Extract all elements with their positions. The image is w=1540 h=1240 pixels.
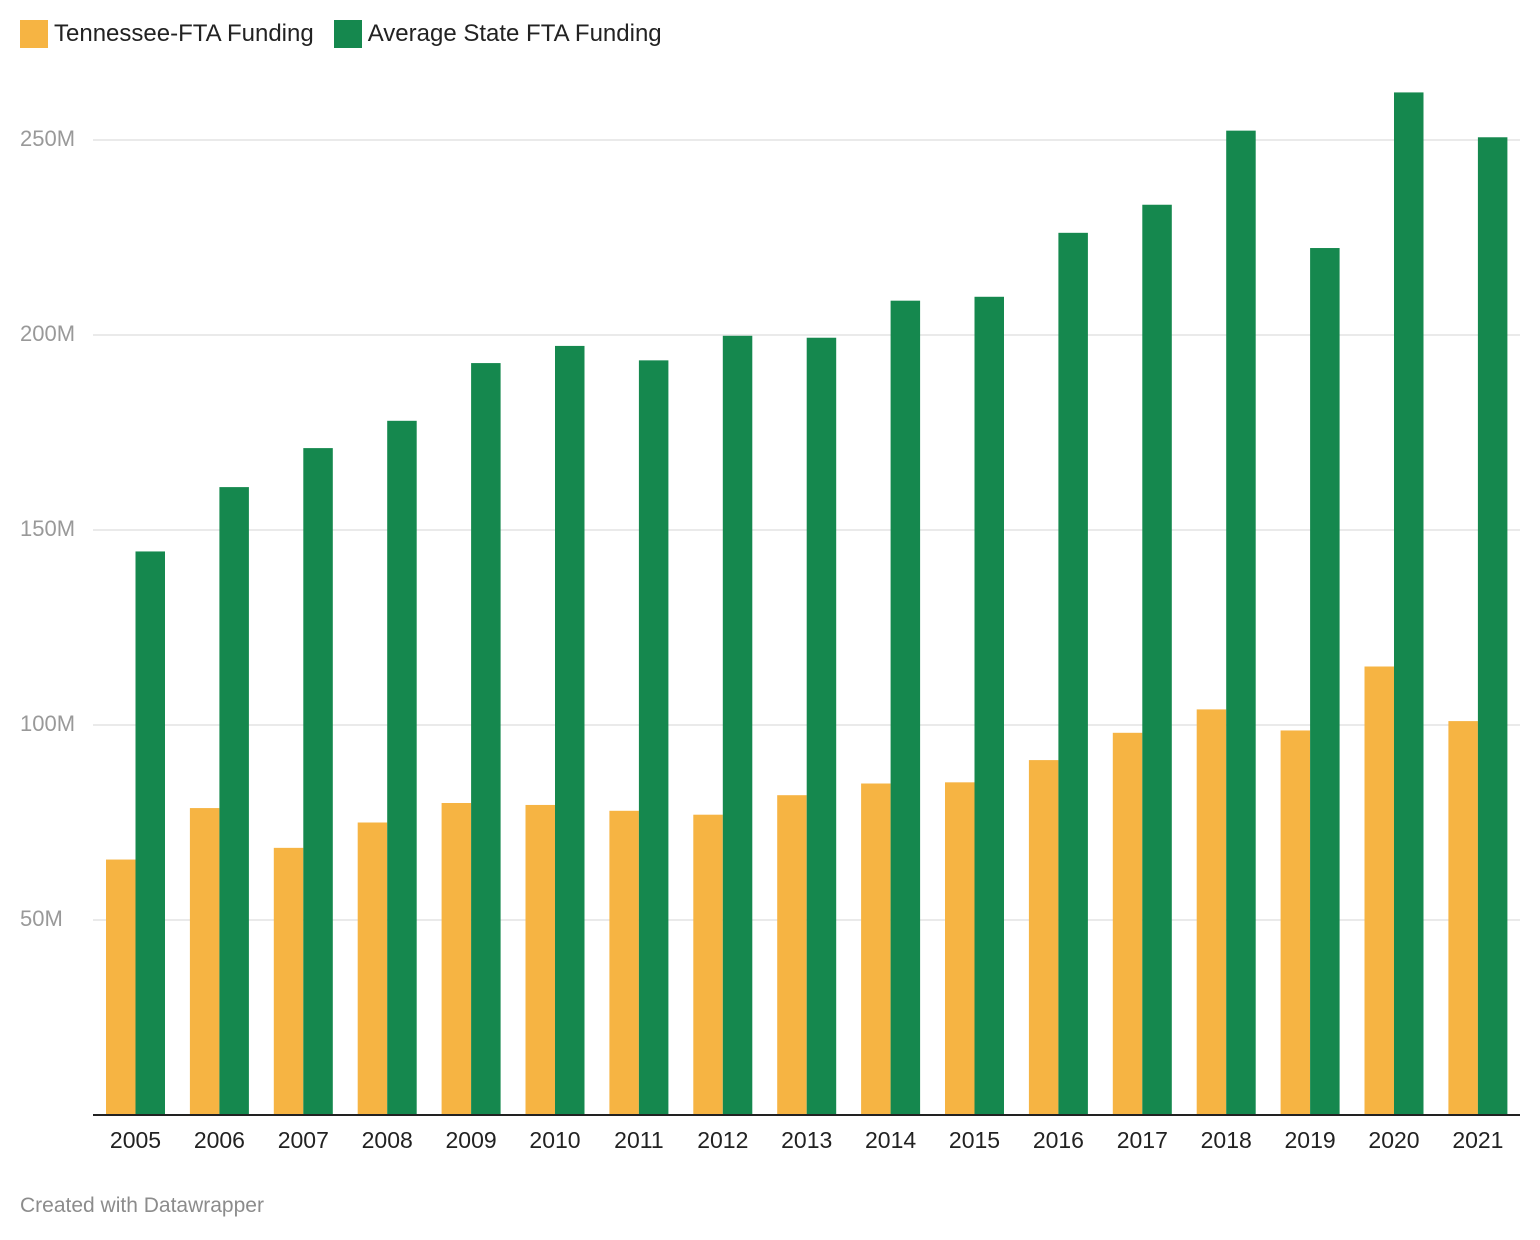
- x-tick-label-2015: 2015: [949, 1127, 1000, 1153]
- bar-tennessee-2021: [1448, 721, 1478, 1115]
- x-tick-label-2013: 2013: [781, 1127, 832, 1153]
- bar-average-state-2019: [1310, 248, 1340, 1115]
- bar-tennessee-2016: [1028, 760, 1059, 1115]
- x-tick-label-2006: 2006: [194, 1127, 245, 1153]
- bar-tennessee-2015: [945, 782, 975, 1115]
- bar-average-state-2006: [219, 487, 249, 1116]
- y-tick-label-50M: 50M: [20, 906, 63, 931]
- y-tick-label-100M: 100M: [20, 711, 75, 736]
- bar-tennessee-2008: [357, 822, 388, 1115]
- x-tick-label-2016: 2016: [1033, 1127, 1084, 1153]
- bar-average-state-2017: [1142, 204, 1172, 1116]
- bar-average-state-2020: [1394, 92, 1424, 1116]
- x-tick-label-2007: 2007: [278, 1127, 329, 1153]
- bar-tennessee-2007: [273, 847, 304, 1115]
- bar-tennessee-2017: [1112, 732, 1143, 1115]
- bar-average-state-2015: [974, 296, 1004, 1115]
- bar-tennessee-2018: [1196, 709, 1227, 1115]
- bar-average-state-2016: [1058, 232, 1088, 1115]
- bar-average-state-2018: [1226, 130, 1256, 1115]
- bar-average-state-2005: [135, 551, 165, 1115]
- legend-label-tennessee: Tennessee-FTA Funding: [54, 20, 314, 47]
- x-tick-label-2018: 2018: [1201, 1127, 1252, 1153]
- bar-tennessee-2012: [693, 814, 723, 1115]
- x-tick-label-2008: 2008: [362, 1127, 413, 1153]
- x-tick-label-2012: 2012: [697, 1127, 748, 1153]
- bar-average-state-2010: [555, 345, 585, 1115]
- x-tick-label-2009: 2009: [446, 1127, 497, 1153]
- bar-average-state-2012: [722, 335, 753, 1115]
- legend-item-average-state: Average State FTA Funding: [333, 20, 662, 48]
- bar-tennessee-2014: [861, 783, 891, 1115]
- bar-average-state-2007: [303, 448, 333, 1116]
- bar-average-state-2014: [890, 300, 921, 1115]
- bar-tennessee-2005: [106, 859, 136, 1115]
- y-tick-label-250M: 250M: [20, 126, 75, 151]
- x-tick-label-2019: 2019: [1285, 1127, 1336, 1153]
- bar-average-state-2021: [1477, 137, 1508, 1115]
- x-tick-label-2010: 2010: [529, 1127, 580, 1153]
- legend-label-average-state: Average State FTA Funding: [367, 20, 662, 47]
- bar-tennessee-2006: [189, 808, 220, 1115]
- bar-tennessee-2013: [777, 795, 807, 1115]
- legend-swatch-tennessee: [20, 20, 48, 48]
- legend-swatch-average-state: [333, 20, 362, 48]
- x-tick-label-2005: 2005: [110, 1127, 161, 1153]
- x-tick-label-2014: 2014: [865, 1127, 916, 1153]
- bar-average-state-2009: [471, 363, 501, 1116]
- y-tick-label-150M: 150M: [20, 516, 75, 541]
- legend: Tennessee-FTA Funding Average State FTA …: [20, 20, 682, 48]
- y-tick-label-200M: 200M: [20, 321, 75, 346]
- bar-average-state-2008: [387, 420, 417, 1115]
- bar-average-state-2013: [806, 337, 837, 1116]
- bars: [106, 92, 1508, 1116]
- bar-tennessee-2020: [1364, 666, 1394, 1115]
- bar-tennessee-2019: [1280, 730, 1311, 1115]
- x-tick-label-2021: 2021: [1452, 1127, 1503, 1153]
- x-tick-label-2020: 2020: [1368, 1127, 1419, 1153]
- bar-tennessee-2010: [525, 804, 555, 1115]
- bar-average-state-2011: [638, 360, 669, 1116]
- axes: 50M 100M 150M 200M 250M 2005 2006 2007 2008 2009 2…: [20, 126, 1520, 1153]
- bar-tennessee-2009: [441, 803, 472, 1115]
- bar-tennessee-2011: [609, 810, 639, 1115]
- x-tick-label-2017: 2017: [1117, 1127, 1168, 1153]
- x-tick-label-2011: 2011: [614, 1127, 663, 1153]
- credit-text: Created with Datawrapper: [20, 1194, 264, 1217]
- legend-item-tennessee: Tennessee-FTA Funding: [20, 20, 314, 48]
